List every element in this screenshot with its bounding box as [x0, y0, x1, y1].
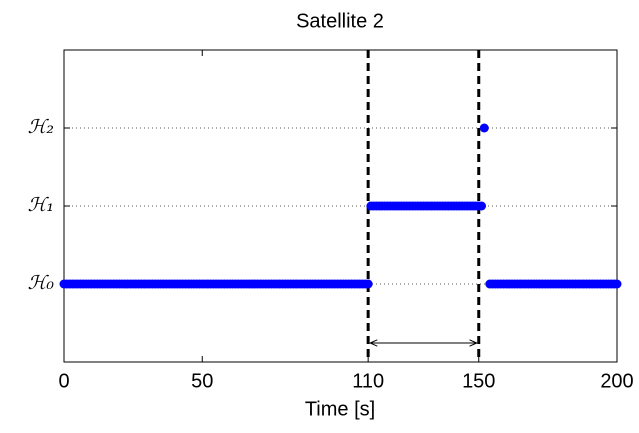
x-tick-label: 150 [462, 370, 495, 392]
y-tick-label: ℋ₂ [28, 116, 54, 138]
y-tick-label: ℋ₁ [28, 194, 54, 216]
x-axis-label: Time [s] [305, 398, 375, 420]
x-tick-label: 110 [352, 370, 384, 392]
data-point [612, 279, 622, 289]
x-tick-label: 0 [58, 370, 69, 392]
x-tick-label: 200 [600, 370, 633, 392]
data-point [363, 279, 373, 289]
y-tick-label: ℋ₀ [28, 272, 55, 294]
data-point [477, 201, 487, 211]
x-tick-label: 50 [191, 370, 213, 392]
data-point [479, 123, 489, 133]
chart-title: Satellite 2 [296, 10, 384, 32]
